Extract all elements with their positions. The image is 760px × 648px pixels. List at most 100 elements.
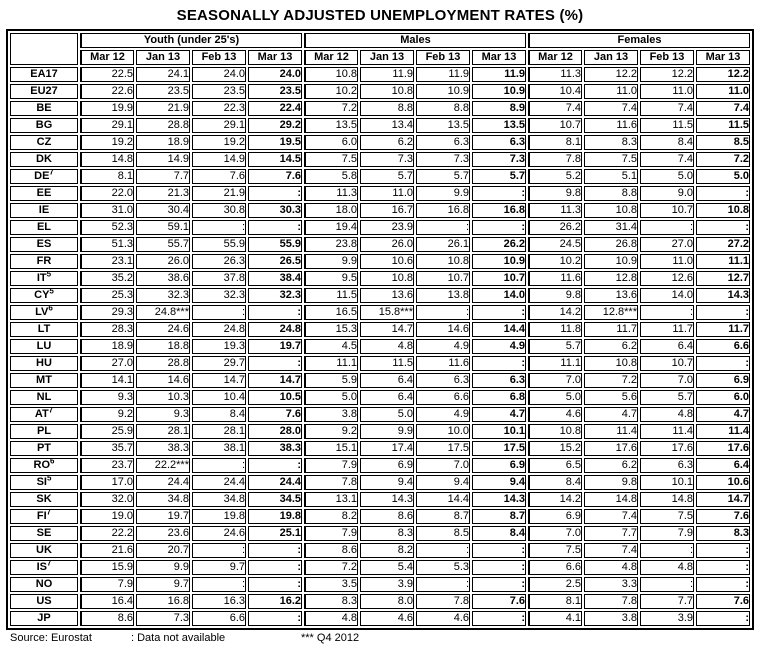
rate-cell: 5.0: [640, 169, 694, 184]
table-row: HU 27.0 28.8 29.7:11.1 11.5 11.6:11.1 10.8 10.7…: [10, 356, 750, 371]
rate-cell: :: [192, 577, 246, 592]
country-code: ES: [10, 237, 78, 252]
rate-cell: 55.7: [136, 237, 190, 252]
rate-cell: :: [192, 458, 246, 473]
rate-cell: 34.5: [248, 492, 302, 507]
rate-cell: 8.2: [360, 543, 414, 558]
rate-cell: 12.2: [696, 67, 750, 82]
rate-cell: 11.7: [696, 322, 750, 337]
rate-cell: 21.9: [192, 186, 246, 201]
rate-cell: 24.4: [192, 475, 246, 490]
rate-cell: 14.7: [360, 322, 414, 337]
footnote-marker: 7: [49, 169, 54, 177]
rate-cell: 38.3: [248, 441, 302, 456]
country-code: PT: [10, 441, 78, 456]
rate-cell: :: [472, 305, 526, 320]
rate-cell: 55.9: [248, 237, 302, 252]
month-header: Mar 13: [472, 50, 526, 65]
rate-cell: 37.8: [192, 271, 246, 286]
rate-cell: 6.2: [360, 135, 414, 150]
rate-cell: 26.0: [136, 254, 190, 269]
rate-cell: :: [640, 305, 694, 320]
rate-cell: 7.6: [248, 407, 302, 422]
table-row: UK 21.6 20.7::8.6 8.2::7.5 7.4::: [10, 543, 750, 558]
rate-cell: 9.0: [640, 186, 694, 201]
rate-cell: 10.3: [136, 390, 190, 405]
rate-cell: :: [696, 560, 750, 575]
rate-cell: 14.3: [360, 492, 414, 507]
rate-cell: 10.1: [472, 424, 526, 439]
country-code: FR: [10, 254, 78, 269]
rate-cell: 12.6: [640, 271, 694, 286]
rate-cell: 6.0: [696, 390, 750, 405]
rate-cell: 7.5: [528, 543, 582, 558]
country-code: DK: [10, 152, 78, 167]
footnote-marker: 6: [50, 458, 55, 466]
rate-cell: 5.3: [416, 560, 470, 575]
rate-cell: 5.8: [304, 169, 358, 184]
country-code: CZ: [10, 135, 78, 150]
rate-cell: 7.5: [640, 509, 694, 524]
rate-cell: 7.3: [472, 152, 526, 167]
rate-cell: 8.7: [472, 509, 526, 524]
rate-cell: 22.0: [80, 186, 134, 201]
rate-cell: 9.9: [416, 186, 470, 201]
rate-cell: 23.5: [192, 84, 246, 99]
rate-cell: 5.7: [528, 339, 582, 354]
rate-cell: :: [416, 543, 470, 558]
rate-cell: 10.8: [360, 84, 414, 99]
rate-cell: 11.4: [640, 424, 694, 439]
rate-cell: 22.5: [80, 67, 134, 82]
country-code: US: [10, 594, 78, 609]
rate-cell: 8.9: [472, 101, 526, 116]
rate-cell: 23.9: [360, 220, 414, 235]
rate-cell: 7.8: [528, 152, 582, 167]
month-header: Jan 13: [136, 50, 190, 65]
rate-cell: 4.8: [640, 560, 694, 575]
table-footnotes: Source: Eurostat : Data not available **…: [8, 632, 752, 648]
rate-cell: :: [248, 220, 302, 235]
rate-cell: 12.2: [640, 67, 694, 82]
rate-cell: 8.6: [80, 611, 134, 626]
rate-cell: 23.1: [80, 254, 134, 269]
rate-cell: 10.9: [472, 254, 526, 269]
rate-cell: 11.0: [584, 84, 638, 99]
rate-cell: 21.6: [80, 543, 134, 558]
rate-cell: :: [248, 560, 302, 575]
rate-cell: 23.6: [136, 526, 190, 541]
corner-cell: [10, 33, 78, 65]
rate-cell: 25.3: [80, 288, 134, 303]
rate-cell: :: [640, 577, 694, 592]
rate-cell: :: [192, 220, 246, 235]
rate-cell: 8.3: [584, 135, 638, 150]
rate-cell: 5.2: [528, 169, 582, 184]
rate-cell: 10.4: [528, 84, 582, 99]
rate-cell: :: [696, 220, 750, 235]
rate-cell: 4.6: [528, 407, 582, 422]
rate-cell: 3.8: [304, 407, 358, 422]
table-body: EA17 22.5 24.1 24.0 24.0 10.8 11.9 11.9 11.9 11.3…: [10, 67, 750, 626]
rate-cell: 6.3: [472, 135, 526, 150]
rate-cell: 22.4: [248, 101, 302, 116]
rate-cell: 16.5: [304, 305, 358, 320]
rate-cell: 23.5: [248, 84, 302, 99]
rate-cell: 20.7: [136, 543, 190, 558]
rate-cell: 28.8: [136, 118, 190, 133]
rate-cell: 14.0: [640, 288, 694, 303]
table-row: IS7 15.9 9.9 9.7:7.2 5.4 5.3:6.6 4.8 4.8:: [10, 560, 750, 575]
rate-cell: :: [416, 220, 470, 235]
rate-cell: :: [192, 305, 246, 320]
rate-cell: 10.6: [696, 475, 750, 490]
rate-cell: 17.6: [640, 441, 694, 456]
rate-cell: 17.0: [80, 475, 134, 490]
country-code: IT5: [10, 271, 78, 286]
rate-cell: 6.6: [696, 339, 750, 354]
rate-cell: :: [696, 611, 750, 626]
rate-cell: 7.9: [304, 526, 358, 541]
country-code: FI7: [10, 509, 78, 524]
rate-cell: 14.8: [640, 492, 694, 507]
rate-cell: 23.5: [136, 84, 190, 99]
rate-cell: 11.5: [360, 356, 414, 371]
rate-cell: 7.2: [304, 560, 358, 575]
rate-cell: 9.2: [80, 407, 134, 422]
